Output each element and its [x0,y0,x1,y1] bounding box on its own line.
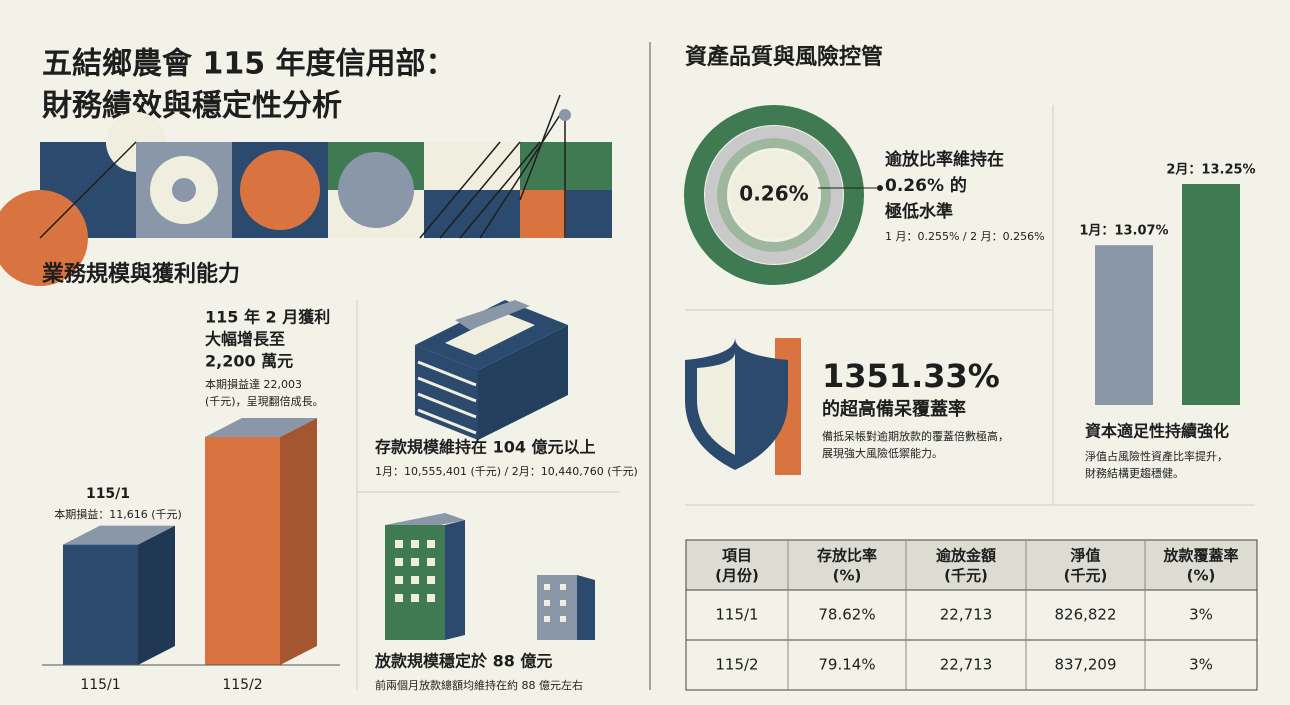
value-label: 1月：13.07% [1079,224,1168,239]
profit-note: (千元)，呈現翻倍成長。 [205,394,324,408]
table-header: 淨值 [1070,547,1100,565]
table-cell: 22,713 [940,606,993,624]
loan-note: 前兩個月放款總額均維持在約 88 億元左右 [375,678,583,692]
capital-subtitle: 財務結構更趨穩健。 [1085,466,1184,480]
donut-icon [684,105,883,285]
table-header: (月份) [715,567,759,585]
table-header: 逾放金額 [936,547,996,565]
table-header: (%) [1187,567,1216,585]
npl-note: 1 月：0.255% / 2 月：0.256% [885,230,1045,243]
deposit-title: 存款規模維持在 104 億元以上 [375,438,596,457]
x-tick-label: 115/1 [80,677,120,693]
loan-title: 放款規模穩定於 88 億元 [374,652,552,671]
bar-annotation: 115/1 [86,486,130,502]
data-table: 項目 (月份) 存放比率 (%) 逾放金額 (千元) 淨值 (千元) 放款覆蓋率 (%) 115/1… [685,539,1258,691]
table-border [685,539,1258,691]
table-header: (千元) [1064,567,1108,585]
npl-text: 0.26% 的 [885,175,967,196]
x-tick-label: 115/2 [222,677,262,693]
title: 財務績效與穩定性分析 [42,89,342,124]
bar [63,544,138,665]
table-header: (%) [833,567,862,585]
table-header: 項目 [722,547,752,565]
banner [0,94,612,286]
npl-center: 0.26% [739,182,808,206]
table-header-bg [686,540,1257,590]
dividers [356,105,1255,690]
table-cell: 115/1 [715,606,758,624]
building-icon [385,513,595,640]
profit-note: 本期損益達 22,003 [205,377,302,391]
bar-top [205,418,317,437]
table-cell: 837,209 [1054,656,1116,674]
table-cell: 22,713 [940,656,993,674]
table-cell: 115/2 [715,656,758,674]
profit-headline: 2,200 萬元 [205,352,293,371]
title: 五結鄉農會 115 年度信用部： [42,47,456,82]
capital-title: 資本適足性持續強化 [1085,422,1229,441]
section-heading: 資產品質與風險控管 [685,44,883,70]
coverage-note: 備抵呆帳對逾期放款的覆蓋倍數極高， [822,429,1009,443]
profit-headline: 大幅增長至 [205,330,285,349]
table-cell: 78.62% [818,606,875,624]
shield-icon [685,338,801,475]
bar [1095,245,1153,405]
npl-text: 逾放比率維持在 [885,149,1004,170]
table-header: 放款覆蓋率 [1162,547,1238,565]
coverage-text: 的超高備呆覆蓋率 [822,398,966,420]
deposit-note: 1月：10,555,401 (千元) / 2月：10,440,760 (千元) [375,465,638,478]
bar [1182,184,1240,405]
capital-subtitle: 淨值占風險性資產比率提升， [1085,449,1228,463]
profit-headline: 115 年 2 月獲利 [205,308,330,327]
table-header: (千元) [944,567,988,585]
table-header: 存放比率 [817,547,877,565]
table-cell: 3% [1189,656,1213,674]
table-cell: 3% [1189,606,1213,624]
bar [205,437,280,665]
coverage-note: 展現強大風險低禦能力。 [822,446,943,460]
table-cell: 826,822 [1054,606,1116,624]
value-label: 2月：13.25% [1166,163,1255,178]
bar-annotation: 本期損益：11,616 (千元) [54,507,182,521]
coverage-value: 1351.33% [822,357,1000,395]
section-heading: 業務規模與獲利能力 [42,261,240,287]
table-cell: 79.14% [818,656,875,674]
npl-text: 極低水準 [885,201,953,222]
bar-side [280,418,317,665]
bar-top [63,525,175,545]
bar-side [138,525,175,665]
money-icon [415,300,568,440]
